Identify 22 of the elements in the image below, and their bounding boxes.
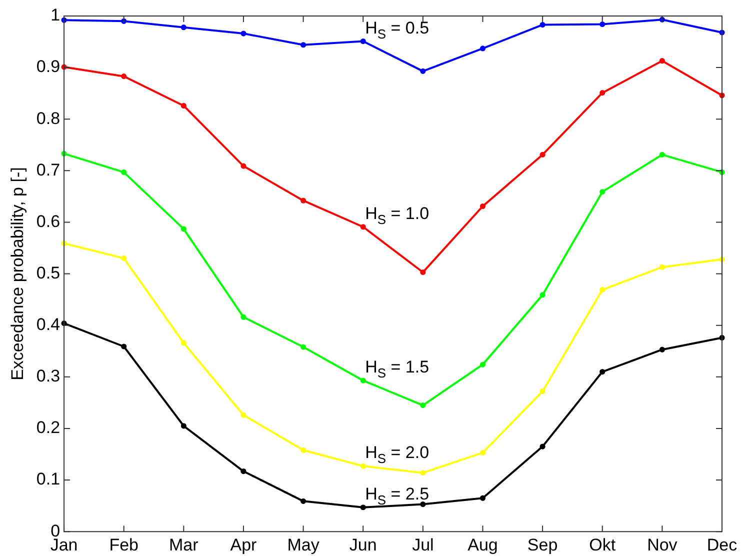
x-tick-label: Sep	[527, 535, 558, 554]
x-tick-label: Jun	[349, 535, 377, 554]
y-tick-label: 0.3	[36, 366, 60, 386]
y-tick-label: 0.1	[36, 470, 60, 489]
x-tick-label: Nov	[647, 535, 678, 554]
y-tick-label: 0.7	[36, 160, 60, 180]
y-tick-label: 0.5	[36, 263, 60, 282]
x-tick-label: Aug	[468, 535, 498, 554]
x-tick-label: Jul	[412, 535, 434, 554]
x-tick-label: May	[287, 535, 320, 554]
y-tick-label: 0.2	[36, 418, 60, 438]
y-axis-title: Exceedance probability, p [-]	[8, 167, 27, 380]
y-tick-label: 0.6	[36, 212, 60, 231]
x-tick-label: Okt	[589, 535, 616, 554]
x-tick-label: Feb	[109, 535, 138, 554]
x-tick-label: Apr	[230, 535, 258, 554]
y-tick-label: 0.4	[36, 315, 60, 334]
x-tick-label: Dec	[706, 535, 738, 554]
x-tick-label: Mar	[169, 535, 199, 554]
y-tick-label: 0.9	[36, 57, 60, 76]
y-tick-label: 0.8	[36, 108, 60, 128]
y-tick-label: 1	[50, 6, 60, 25]
